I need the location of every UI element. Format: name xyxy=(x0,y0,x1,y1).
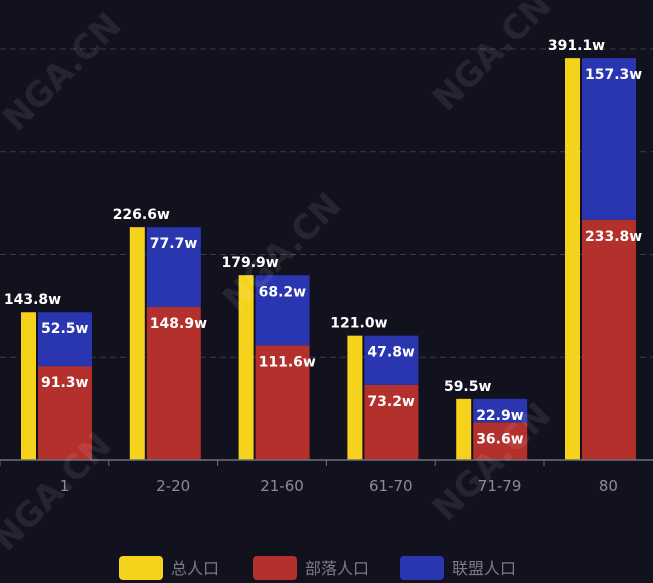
bar-total-61-70 xyxy=(347,335,363,460)
bar-labels: 143.8w 91.3w 52.5w 226.6w 148.9w 77.7w 179.9w 1… xyxy=(4,38,642,447)
bar-horde-2-20 xyxy=(146,307,201,460)
legend-swatch-2[interactable] xyxy=(400,556,444,580)
bar-alliance-71-79 xyxy=(473,398,528,423)
watermark-logo: NGA.CN xyxy=(425,0,559,119)
bar-horde-71-79 xyxy=(473,422,528,460)
bar-horde-61-70 xyxy=(364,384,419,460)
watermark-logo: NGA.CN xyxy=(0,5,129,139)
bar-total-21-60 xyxy=(238,275,254,460)
label-horde-2-20: 148.9w xyxy=(150,316,207,332)
legend-label-0[interactable]: 总人口 xyxy=(171,559,219,578)
tick-label-61-70: 61-70 xyxy=(369,477,413,495)
bar-horde-1 xyxy=(38,366,92,460)
bar-alliance-1 xyxy=(38,312,92,367)
legend-label-2[interactable]: 联盟人口 xyxy=(452,559,516,578)
x-axis-ticks: 1 2-20 21-60 61-70 71-79 80 xyxy=(0,460,618,495)
legend-swatch-0[interactable] xyxy=(119,556,163,580)
label-total-71-79: 59.5w xyxy=(444,379,492,395)
bar-alliance-61-70 xyxy=(364,335,419,385)
bar-horde-21-60 xyxy=(255,345,310,460)
bar-alliance-21-60 xyxy=(255,275,310,346)
tick-label-21-60: 21-60 xyxy=(260,477,304,495)
bar-total-80 xyxy=(565,58,580,461)
label-alliance-1: 52.5w xyxy=(41,321,89,337)
tick-label-71-79: 71-79 xyxy=(478,477,522,495)
tick-label-1: 1 xyxy=(60,477,70,495)
legend-label-1[interactable]: 部落人口 xyxy=(305,559,369,578)
bar-total-71-79 xyxy=(456,398,472,460)
tick-label-2-20: 2-20 xyxy=(156,477,190,495)
label-alliance-2-20: 77.7w xyxy=(150,236,198,252)
legend-swatch-1[interactable] xyxy=(253,556,297,580)
bars xyxy=(21,58,636,461)
bar-total-2-20 xyxy=(129,227,145,460)
label-alliance-61-70: 47.8w xyxy=(367,345,415,361)
bar-total-1 xyxy=(21,312,36,460)
label-horde-80: 233.8w xyxy=(585,229,642,245)
label-horde-21-60: 111.6w xyxy=(259,354,316,370)
label-total-1: 143.8w xyxy=(4,292,61,308)
gridlines xyxy=(0,48,653,358)
label-total-80: 391.1w xyxy=(548,38,605,54)
bar-alliance-2-20 xyxy=(146,227,201,308)
bar-alliance-80 xyxy=(582,58,636,220)
label-alliance-21-60: 68.2w xyxy=(259,284,307,300)
label-total-61-70: 121.0w xyxy=(330,316,387,332)
label-horde-61-70: 73.2w xyxy=(367,394,415,410)
label-horde-71-79: 36.6w xyxy=(476,431,524,447)
label-total-2-20: 226.6w xyxy=(113,207,170,223)
legend[interactable]: 总人口 部落人口 联盟人口 xyxy=(119,556,516,580)
label-total-21-60: 179.9w xyxy=(221,255,278,271)
label-horde-1: 91.3w xyxy=(41,375,89,391)
label-alliance-71-79: 22.9w xyxy=(476,408,524,424)
label-alliance-80: 157.3w xyxy=(585,67,642,83)
tick-label-80: 80 xyxy=(599,477,618,495)
bar-horde-80 xyxy=(582,219,636,460)
